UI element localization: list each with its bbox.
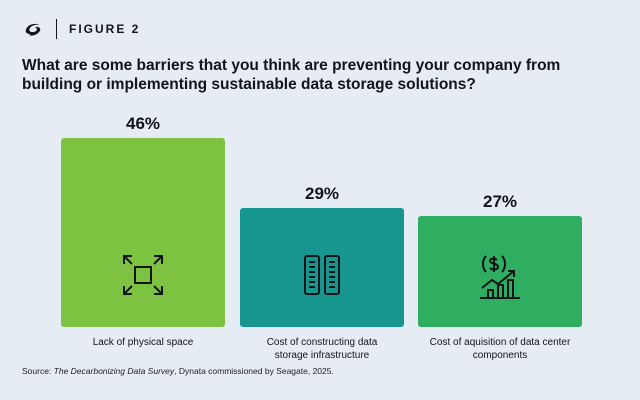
source-suffix: , Dynata commissioned by Seagate, 2025. [174, 366, 334, 376]
header-divider [56, 19, 57, 39]
dollar-growth-chart-icon [476, 253, 524, 306]
bar [240, 208, 404, 327]
bar-group: 46% [61, 0, 225, 327]
bar-group: 27% [418, 0, 582, 327]
source-prefix: Source: [22, 366, 54, 376]
category-label: Cost of constructing data storage infras… [266, 337, 378, 361]
seagate-logo-icon [25, 23, 41, 36]
source-title: The Decarbonizing Data Survey [53, 366, 175, 376]
category-label: Cost of aquisition of data center compon… [429, 337, 571, 361]
expand-frame-icon [121, 253, 165, 302]
bar-value-label: 29% [304, 184, 340, 203]
source-note: Source: The Decarbonizing Data Survey, D… [22, 366, 334, 376]
bar [418, 216, 582, 327]
bar-value-label: 27% [482, 192, 518, 211]
bar-group: 29% [240, 0, 404, 327]
figure-label: FIGURE 2 [69, 22, 141, 36]
figure-header: FIGURE 2 [22, 18, 140, 40]
bar-value-label: 46% [125, 114, 161, 133]
bar [61, 138, 225, 327]
category-label: Lack of physical space [92, 337, 194, 348]
server-racks-icon [300, 253, 344, 302]
chart-question: What are some barriers that you think ar… [22, 57, 561, 93]
